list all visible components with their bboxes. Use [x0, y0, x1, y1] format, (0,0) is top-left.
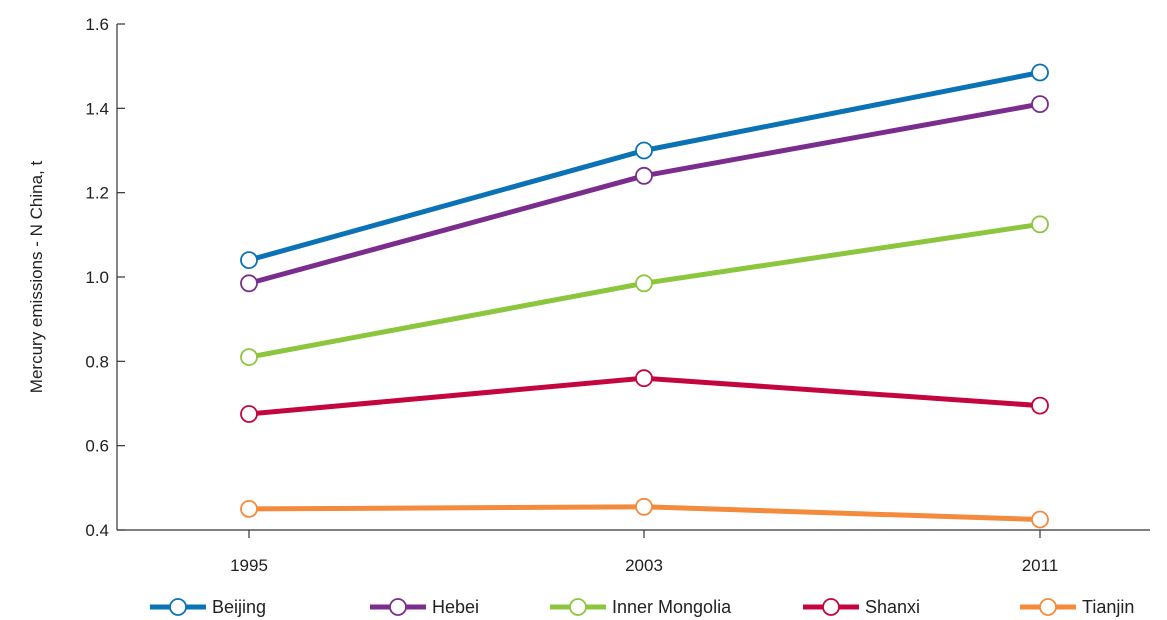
data-point-shanxi [1031, 396, 1049, 415]
y-tick-label: 1.0 [85, 268, 109, 287]
legend-swatch-marker [569, 598, 587, 616]
legend-item-hebei: Hebei [370, 597, 479, 617]
data-point-tianjin [1031, 510, 1049, 529]
legend-label: Shanxi [865, 597, 920, 617]
legend-label: Hebei [432, 597, 479, 617]
series-line-hebei [248, 101, 1041, 286]
legend-item-inner-mongolia: Inner Mongolia [550, 597, 732, 617]
data-point-hebei [1031, 95, 1049, 113]
y-ticks: 0.4 0.6 0.8 1.0 1.2 1.4 1.6 [85, 15, 125, 540]
data-point-inner-mongolia [240, 348, 258, 367]
x-tick-label: 2003 [625, 556, 663, 575]
series-line-beijing [248, 70, 1041, 263]
y-tick-label: 0.8 [85, 352, 109, 371]
data-point-hebei [240, 274, 258, 293]
legend-swatch-marker [822, 598, 840, 616]
data-point-inner-mongolia [635, 274, 653, 293]
y-axis-title: Mercury emissions - N China, t [27, 161, 46, 394]
data-point-shanxi [240, 405, 258, 423]
series-beijing [240, 63, 1049, 270]
data-point-tianjin [635, 497, 653, 516]
series-layer [240, 63, 1049, 529]
series-hebei [240, 95, 1049, 293]
legend-label: Beijing [212, 597, 266, 617]
series-inner-mongolia [240, 215, 1049, 367]
legend-swatch-marker [169, 598, 187, 616]
x-ticks: 1995 2003 2011 [230, 530, 1058, 575]
data-point-beijing [635, 141, 653, 160]
legend-label: Inner Mongolia [612, 597, 732, 617]
data-point-tianjin [240, 499, 258, 518]
series-tianjin [240, 497, 1049, 529]
x-tick-label: 1995 [230, 556, 268, 575]
legend: Beijing Hebei Inner Mongolia Shanxi Tianjin [150, 597, 1134, 617]
series-shanxi [240, 369, 1049, 423]
legend-swatch-marker [1039, 598, 1057, 616]
y-tick-label: 0.4 [85, 521, 109, 540]
legend-item-tianjin: Tianjin [1020, 597, 1134, 617]
data-point-shanxi [635, 369, 653, 388]
data-point-hebei [635, 166, 653, 185]
y-tick-label: 1.6 [85, 15, 109, 34]
y-tick-label: 0.6 [85, 437, 109, 456]
y-tick-label: 1.4 [85, 99, 109, 118]
y-tick-label: 1.2 [85, 184, 109, 203]
legend-swatch-marker [389, 598, 407, 616]
data-point-beijing [1031, 63, 1049, 82]
legend-item-shanxi: Shanxi [803, 597, 920, 617]
legend-item-beijing: Beijing [150, 597, 266, 617]
legend-label: Tianjin [1082, 597, 1134, 617]
data-point-beijing [240, 251, 258, 270]
data-point-inner-mongolia [1031, 215, 1049, 234]
x-tick-label: 2011 [1022, 556, 1059, 575]
